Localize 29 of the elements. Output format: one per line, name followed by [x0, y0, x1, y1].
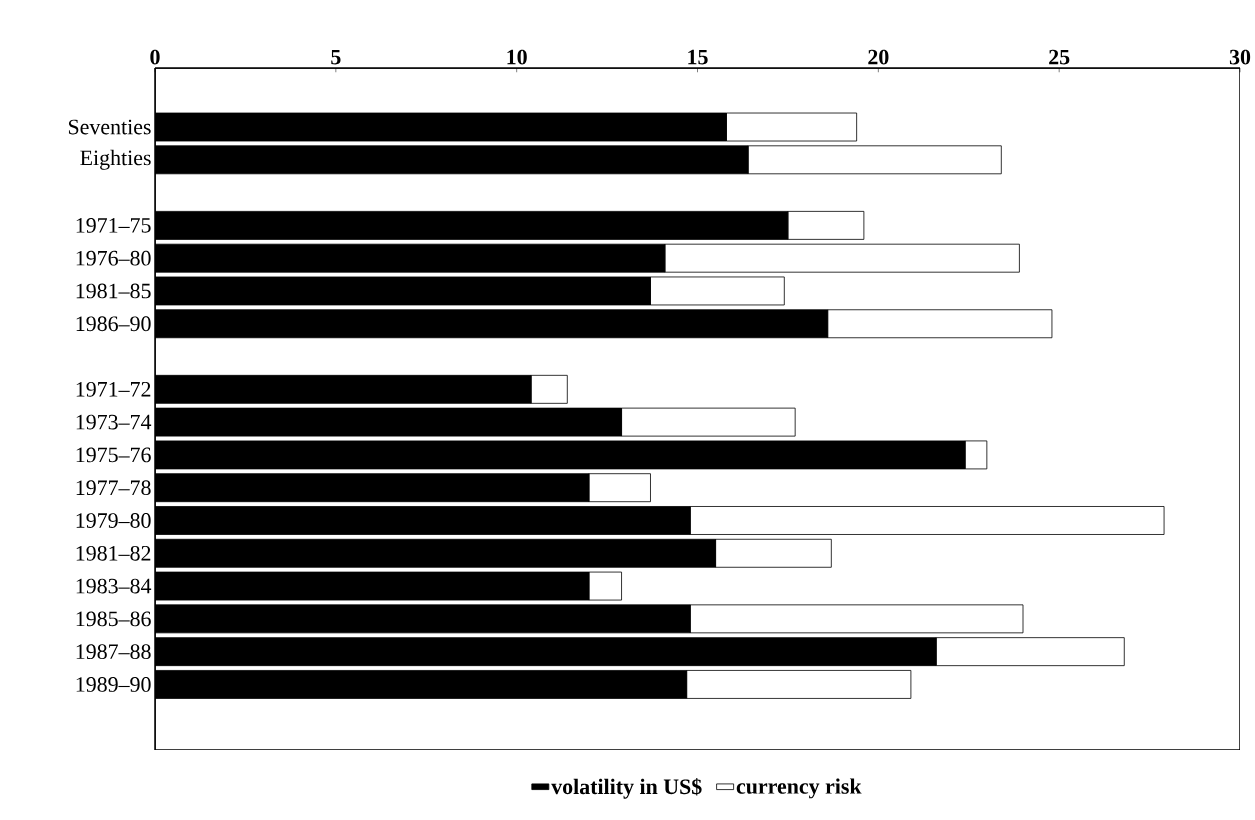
y-tick-label: 1981–82 — [76, 545, 151, 561]
bar — [787, 210, 865, 240]
x-tick-label: 30 — [1229, 49, 1251, 65]
y-tick-label: 1979–80 — [76, 513, 151, 528]
bar — [588, 473, 651, 503]
x-tick-label: 25 — [1049, 49, 1070, 65]
x-tick-label: 15 — [688, 49, 708, 65]
y-tick-label: 1987–88 — [76, 644, 151, 660]
y-tick-label: 1975–76 — [76, 447, 151, 463]
x-tick-label: 5 — [331, 49, 341, 65]
y-tick-label: 1971–75 — [76, 218, 151, 233]
y-tick-label: 1977–78 — [76, 480, 151, 496]
y-tick-label: 1985–86 — [76, 611, 151, 627]
legend-label: volatility in US$ — [551, 778, 702, 799]
x-tick-label: 10 — [507, 49, 527, 65]
y-tick-label: 1971–72 — [76, 381, 151, 397]
y-tick-label: Seventies — [68, 119, 151, 135]
bar — [530, 374, 568, 404]
x-tick-label: 0 — [150, 49, 160, 65]
y-tick-label: 1989–90 — [76, 677, 151, 692]
legend-label: currency risk — [736, 778, 862, 799]
y-tick-label: 1983–84 — [76, 578, 152, 594]
y-tick-label: 1973–74 — [76, 414, 152, 430]
y-tick-label: 1981–85 — [76, 283, 151, 299]
y-tick-label: 1976–80 — [76, 250, 151, 266]
y-tick-label: Eighties — [80, 149, 151, 170]
x-tick-label: 20 — [868, 49, 889, 65]
bar — [588, 571, 622, 601]
y-tick-label: 1986–90 — [76, 316, 151, 332]
